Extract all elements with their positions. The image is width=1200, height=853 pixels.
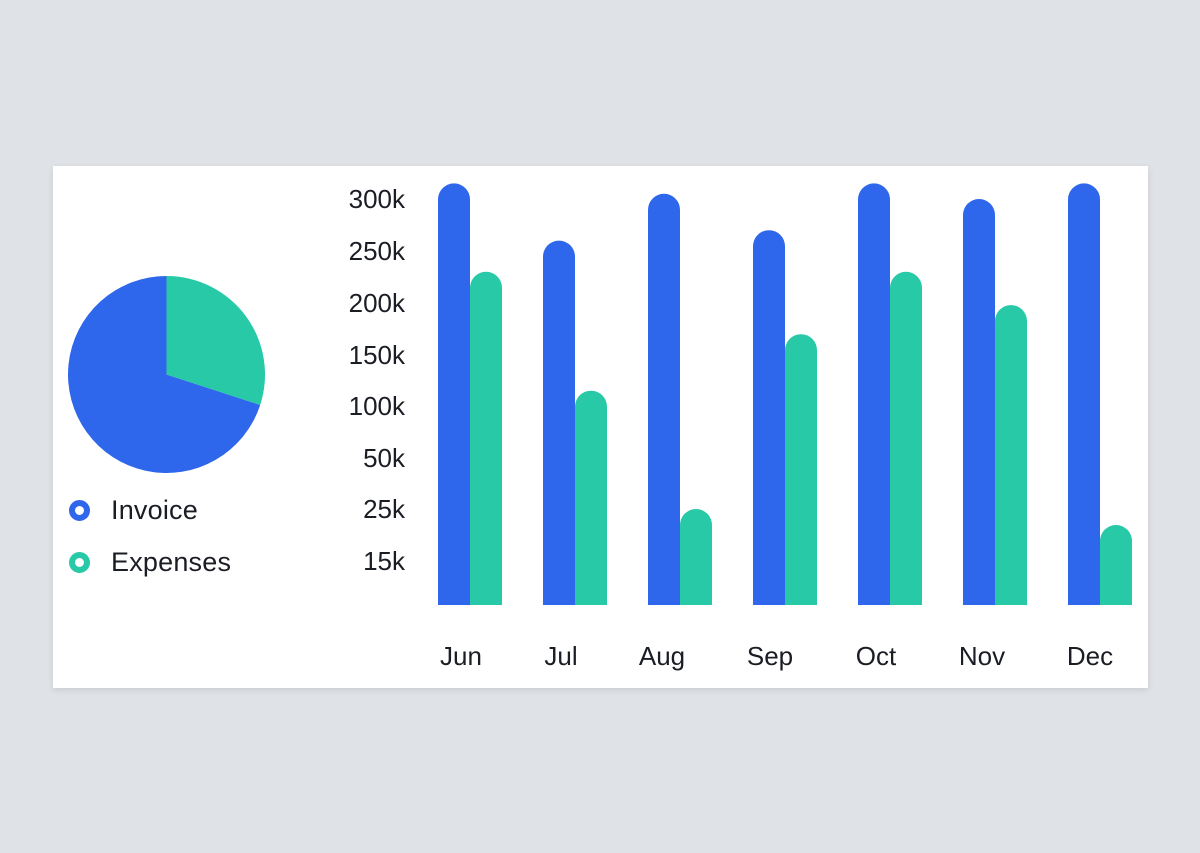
legend-marker-expenses — [69, 551, 90, 573]
legend-marker-invoice — [69, 499, 90, 521]
bar-invoice-oct — [858, 183, 890, 605]
y-tick-label: 250k — [348, 236, 405, 266]
y-tick-label: 100k — [348, 391, 405, 421]
bar-expenses-jul — [575, 390, 607, 605]
y-tick-label: 50k — [363, 443, 405, 473]
bar-invoice-jul — [543, 240, 575, 605]
bar-expenses-nov — [995, 305, 1027, 605]
y-tick-label: 200k — [348, 288, 405, 318]
x-tick-label: Dec — [1066, 641, 1114, 671]
pie-chart — [68, 276, 265, 473]
x-tick-label: Jul — [544, 641, 578, 671]
bar-expenses-aug — [680, 509, 712, 605]
bar-expenses-jun — [470, 271, 502, 605]
y-tick-label: 300k — [348, 184, 405, 214]
pie-slice-invoice — [68, 276, 261, 473]
bar-invoice-sep — [753, 230, 785, 605]
bar-invoice-nov — [963, 199, 995, 605]
bar-invoice-aug — [648, 193, 680, 606]
x-tick-label: Sep — [746, 641, 794, 671]
legend-item-invoice: Invoice — [69, 494, 198, 526]
bar-invoice-dec — [1068, 183, 1100, 605]
y-tick-label: 15k — [363, 546, 405, 576]
legend-label-expenses: Expenses — [111, 546, 232, 577]
x-tick-label: Jun — [440, 641, 482, 671]
x-tick-label: Oct — [855, 641, 897, 671]
legend-label-invoice: Invoice — [111, 494, 198, 525]
x-tick-label: Nov — [958, 641, 1006, 671]
pie-slice-expenses — [166, 276, 265, 405]
bar-invoice-jun — [438, 183, 470, 605]
x-tick-label: Aug — [638, 641, 686, 671]
bar-expenses-dec — [1100, 525, 1132, 605]
legend-item-expenses: Expenses — [69, 546, 231, 578]
bar-expenses-oct — [890, 271, 922, 605]
bar-expenses-sep — [785, 334, 817, 605]
y-tick-label: 150k — [348, 340, 405, 370]
y-tick-label: 25k — [363, 494, 405, 524]
